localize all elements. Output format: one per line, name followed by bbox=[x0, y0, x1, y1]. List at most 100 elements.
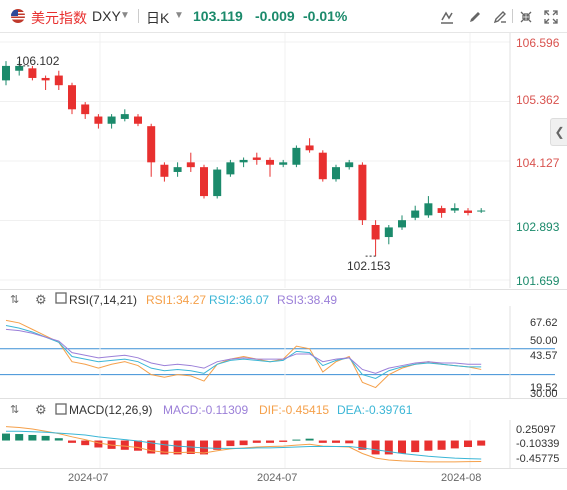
macd-histogram-bar bbox=[305, 438, 314, 441]
side-collapse-button[interactable]: ❮ bbox=[550, 118, 567, 146]
candle-body bbox=[239, 159, 248, 163]
macd-histogram-bar bbox=[332, 440, 340, 443]
candle-body bbox=[477, 210, 486, 212]
candle-body bbox=[81, 104, 90, 115]
price-change-percent: -0.01% bbox=[303, 8, 348, 24]
macd-histogram-bar bbox=[94, 440, 103, 448]
macd-histogram-bar bbox=[450, 440, 459, 449]
candle-body bbox=[345, 162, 354, 168]
candlestick-chart[interactable] bbox=[0, 33, 567, 288]
price-change: -0.009 bbox=[255, 8, 295, 24]
rsi-settings-icon[interactable] bbox=[55, 292, 67, 307]
macd-histogram-bar bbox=[147, 440, 156, 454]
candle-body bbox=[54, 75, 63, 86]
candle-body bbox=[160, 164, 169, 177]
macd-histogram-bar bbox=[437, 440, 446, 450]
candle-body bbox=[94, 116, 103, 124]
candle-body bbox=[213, 169, 222, 197]
macd-panel-header: ⇅ ⚙ MACD(12,26,9) MACD:-0.11309 DIF:-0.4… bbox=[0, 398, 567, 421]
candle-body bbox=[41, 77, 50, 81]
symbol-code[interactable]: DXY bbox=[92, 8, 121, 24]
macd-histogram-bar bbox=[213, 440, 222, 450]
candle-body bbox=[464, 210, 472, 213]
macd-histogram-bar bbox=[134, 440, 142, 451]
macd-histogram-bar bbox=[252, 440, 261, 443]
candle-body bbox=[384, 227, 393, 238]
collapse-panel-icon[interactable]: ⇅ bbox=[10, 294, 20, 306]
last-price: 103.119 bbox=[193, 8, 243, 24]
candle-body bbox=[437, 208, 446, 213]
candle-body bbox=[186, 162, 195, 168]
symbol-dropdown-icon[interactable]: ▼ bbox=[120, 10, 130, 21]
us-flag-icon bbox=[10, 9, 26, 26]
macd-histogram-bar bbox=[68, 440, 76, 443]
rsi-title: RSI(7,14,21) bbox=[69, 293, 138, 307]
candle-body bbox=[173, 167, 182, 172]
period-dropdown-icon[interactable]: ▼ bbox=[174, 10, 184, 21]
candle-body bbox=[411, 210, 420, 218]
candle-body bbox=[147, 126, 156, 163]
macd-title: MACD(12,26,9) bbox=[69, 403, 153, 417]
macd-value: MACD:-0.11309 bbox=[163, 403, 249, 417]
time-axis: 2024-07 2024-07 2024-08 bbox=[0, 468, 567, 490]
date-label: 2024-08 bbox=[441, 472, 482, 484]
candle-body bbox=[332, 167, 340, 180]
candle-body bbox=[252, 157, 261, 160]
rsi-line-rsi3 bbox=[5, 328, 482, 374]
candle-body bbox=[28, 68, 37, 78]
candle-body bbox=[2, 65, 10, 81]
candle-body bbox=[266, 159, 274, 165]
indicator-settings-icon[interactable] bbox=[437, 7, 457, 27]
candle-body bbox=[398, 220, 406, 228]
draw-tool-icon[interactable] bbox=[465, 7, 485, 27]
macd-histogram-bar bbox=[239, 440, 248, 446]
chevron-left-icon: ❮ bbox=[554, 125, 565, 139]
macd-histogram-bar bbox=[477, 440, 486, 446]
top-bar: 美元指数 DXY ▼ 日K ▼ 103.119 -0.009 -0.01% bbox=[0, 0, 567, 33]
macd-histogram-bar bbox=[345, 440, 354, 444]
macd-histogram-bar bbox=[371, 440, 380, 455]
macd-histogram-bar bbox=[120, 440, 129, 450]
fullscreen-icon[interactable] bbox=[541, 7, 561, 27]
period-selector[interactable]: 日K bbox=[146, 10, 170, 26]
rsi1-value: RSI1:34.27 bbox=[146, 293, 207, 307]
candle-body bbox=[450, 208, 459, 211]
macd-line-dea bbox=[6, 430, 482, 460]
macd-histogram-bar bbox=[398, 440, 406, 454]
candle-body bbox=[424, 203, 433, 216]
candle-body bbox=[305, 145, 314, 151]
macd-chart[interactable] bbox=[0, 420, 567, 468]
macd-histogram-bar bbox=[464, 440, 472, 448]
rsi-panel-header: ⇅ ⚙ RSI(7,14,21) RSI1:34.27 RSI2:36.07 R… bbox=[0, 289, 567, 310]
rsi2-value: RSI2:36.07 bbox=[209, 293, 270, 307]
rsi-line-rsi2 bbox=[5, 325, 482, 380]
macd-histogram-bar bbox=[358, 440, 367, 450]
drawing-list-icon[interactable] bbox=[490, 7, 510, 27]
candle-body bbox=[120, 114, 129, 119]
candle-body bbox=[279, 162, 288, 165]
rsi3-value: RSI3:38.49 bbox=[277, 293, 338, 307]
macd-histogram-bar bbox=[292, 439, 301, 441]
collapse-panel-icon[interactable]: ⇅ bbox=[10, 404, 20, 416]
macd-settings-icon[interactable] bbox=[55, 403, 67, 418]
candle-body bbox=[107, 116, 116, 124]
macd-histogram-bar bbox=[2, 433, 10, 441]
macd-histogram-bar bbox=[28, 434, 37, 441]
dea-value: DEA:-0.39761 bbox=[337, 403, 413, 417]
rsi-line-rsi1 bbox=[5, 319, 482, 389]
candle-body bbox=[134, 116, 142, 124]
macd-histogram-bar bbox=[81, 440, 90, 446]
date-label: 2024-07 bbox=[68, 472, 109, 484]
macd-histogram-bar bbox=[384, 440, 393, 455]
macd-histogram-bar bbox=[41, 435, 50, 441]
symbol-name[interactable]: 美元指数 bbox=[31, 10, 87, 26]
candle-body bbox=[226, 162, 235, 175]
settings-icon[interactable]: ⚙ bbox=[35, 292, 47, 307]
collapse-icon[interactable] bbox=[516, 7, 536, 27]
rsi-chart[interactable] bbox=[0, 306, 567, 398]
macd-histogram-bar bbox=[266, 440, 274, 443]
macd-histogram-bar bbox=[411, 440, 420, 453]
settings-icon[interactable]: ⚙ bbox=[35, 402, 47, 417]
candle-body bbox=[15, 65, 24, 71]
macd-histogram-bar bbox=[15, 434, 24, 441]
